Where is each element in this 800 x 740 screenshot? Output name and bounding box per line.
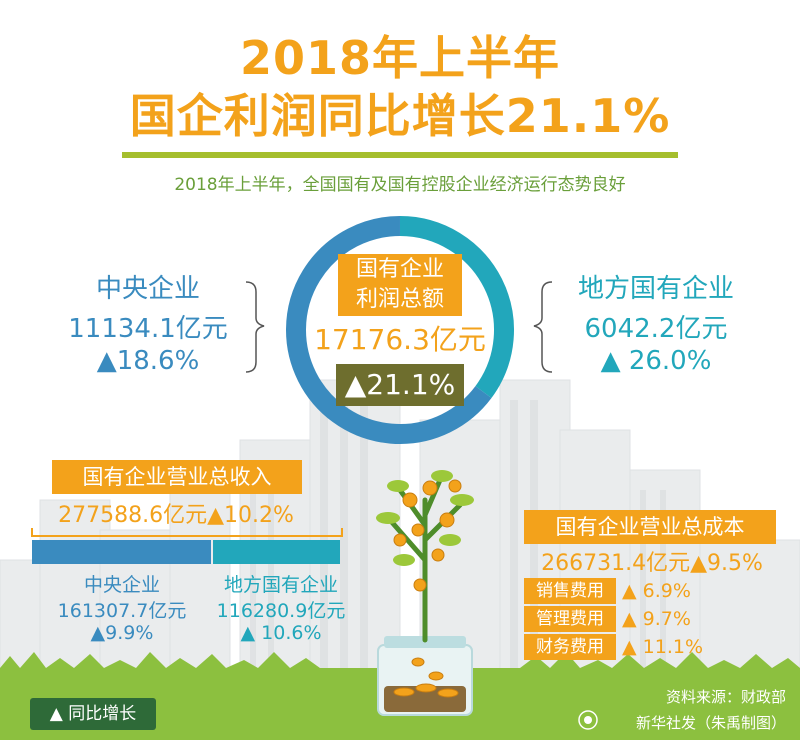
- cost-item-name: 财务费用: [524, 634, 616, 660]
- cost-item-name: 销售费用: [524, 578, 616, 604]
- revenue-bar-local: [213, 540, 340, 564]
- profit-total-label-text: 国有企业 利润总额: [355, 257, 444, 312]
- revenue-total: 277588.6亿元▲10.2%: [58, 503, 294, 528]
- cost-item-growth: ▲ 6.9%: [622, 580, 691, 602]
- cost-item-name: 管理费用: [524, 606, 616, 632]
- profit-total-value: 17176.3亿元: [314, 323, 486, 356]
- profit-total-growth: ▲21.1%: [336, 364, 464, 406]
- revenue-title: 国有企业营业总收入: [52, 460, 302, 494]
- title-line-2: 国企利润同比增长21.1%: [129, 89, 671, 143]
- title-divider: [122, 152, 678, 158]
- revenue-local-label: 地方国有企业: [223, 574, 338, 596]
- revenue-local-growth: ▲ 10.6%: [240, 622, 322, 644]
- donut-slice-local: [399, 216, 514, 399]
- cost-title: 国有企业营业总成本: [524, 510, 776, 544]
- subtitle: 2018年上半年，全国国有及国有控股企业经济运行态势良好: [174, 175, 626, 195]
- profit-donut-chart: [286, 216, 514, 444]
- revenue-central-growth: ▲9.9%: [90, 622, 154, 644]
- revenue-central-value: 161307.7亿元: [57, 600, 187, 622]
- central-enterprise-label: 中央企业: [95, 274, 200, 304]
- local-enterprise-growth: ▲ 26.0%: [600, 346, 712, 376]
- revenue-bracket: [31, 528, 343, 537]
- profit-total-label: 国有企业 利润总额: [338, 254, 462, 316]
- central-enterprise-profit: 11134.1亿元: [68, 314, 228, 344]
- legend-yoy-growth: ▲ 同比增长: [30, 698, 156, 730]
- cost-item-growth: ▲ 11.1%: [622, 636, 704, 658]
- title-line-1: 2018年上半年: [239, 31, 561, 85]
- revenue-bar-central: [32, 540, 211, 564]
- local-enterprise-profit: 6042.2亿元: [584, 314, 728, 344]
- credit: 新华社发（朱禹制图）: [635, 714, 786, 732]
- xinhua-logo-icon: [578, 710, 598, 730]
- left-brace: [245, 281, 265, 373]
- data-source: 资料来源：财政部: [665, 688, 786, 706]
- local-enterprise-label: 地方国有企业: [577, 274, 734, 304]
- revenue-central-label: 中央企业: [83, 574, 160, 596]
- cost-item-growth: ▲ 9.7%: [622, 608, 691, 630]
- right-brace: [533, 281, 553, 373]
- central-enterprise-growth: ▲18.6%: [96, 346, 200, 376]
- cost-total: 266731.4亿元▲9.5%: [541, 551, 763, 576]
- revenue-local-value: 116280.9亿元: [216, 600, 346, 622]
- donut-slice-central: [286, 216, 492, 444]
